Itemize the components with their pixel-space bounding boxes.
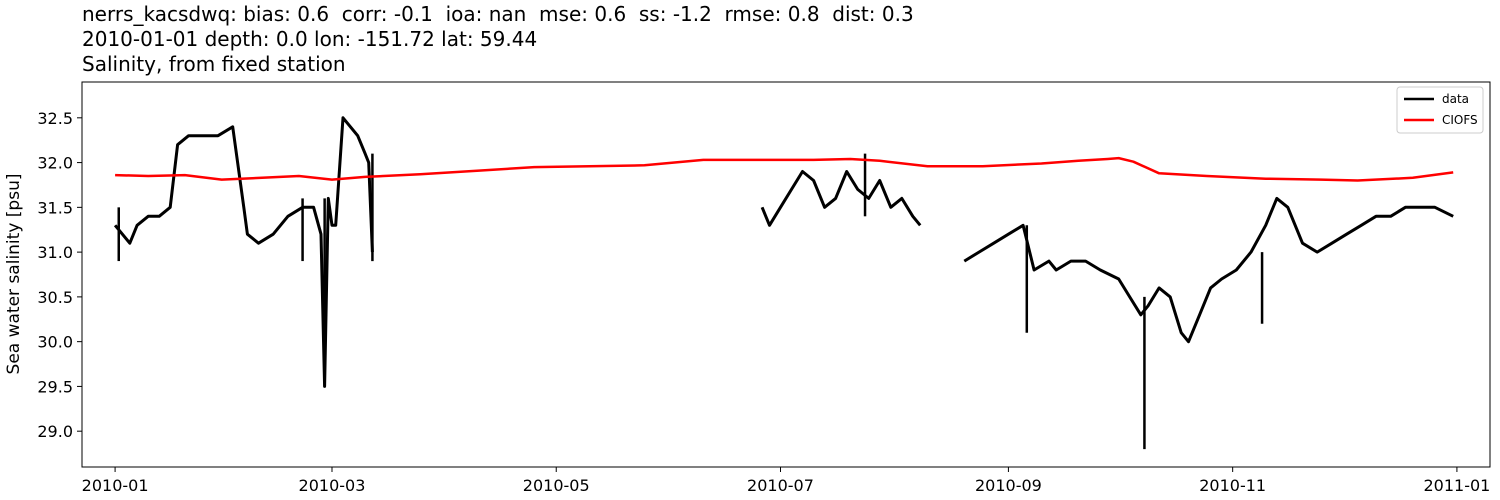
legend-label-ciofs: CIOFS [1442,113,1478,127]
y-tick-label: 32.5 [37,109,73,128]
y-axis-label: Sea water salinity [psu] [4,174,24,375]
x-axis: 2010-01 2010-03 2010-05 2010-07 2010-09 2010-… [82,467,1490,495]
x-tick-label: 2011-01 [1423,476,1490,495]
y-tick-label: 29.5 [37,377,73,396]
y-tick-label: 30.0 [37,333,73,352]
x-tick-label: 2010-03 [299,476,366,495]
title-line-1: nerrs_kacsdwq: bias: 0.6 corr: -0.1 ioa:… [82,2,914,26]
title-line-2: 2010-01-01 depth: 0.0 lon: -151.72 lat: … [82,27,538,51]
y-tick-label: 29.0 [37,422,73,441]
series-data-line-3 [963,196,1454,344]
y-tick-label: 30.5 [37,288,73,307]
series-data-line-1 [113,116,374,388]
x-tick-label: 2010-01 [82,476,149,495]
y-axis: 29.0 29.5 30.0 30.5 31.0 31.5 32.0 32.5 [37,109,82,441]
legend-label-data: data [1442,92,1469,106]
plot-frame [81,81,1491,468]
legend: data CIOFS [1396,86,1484,134]
chart-title: nerrs_kacsdwq: bias: 0.6 corr: -0.1 ioa:… [82,2,914,77]
title-line-3: Salinity, from fixed station [82,52,346,76]
series-ciofs-line-1 [115,156,1454,182]
y-tick-label: 31.0 [37,243,73,262]
y-tick-label: 32.0 [37,154,73,173]
series-data-line-2 [760,170,922,227]
x-tick-label: 2010-11 [1199,476,1266,495]
x-tick-label: 2010-07 [747,476,814,495]
x-tick-label: 2010-05 [523,476,590,495]
x-tick-label: 2010-09 [975,476,1042,495]
y-tick-label: 31.5 [37,198,73,217]
series-layer [113,116,1454,450]
